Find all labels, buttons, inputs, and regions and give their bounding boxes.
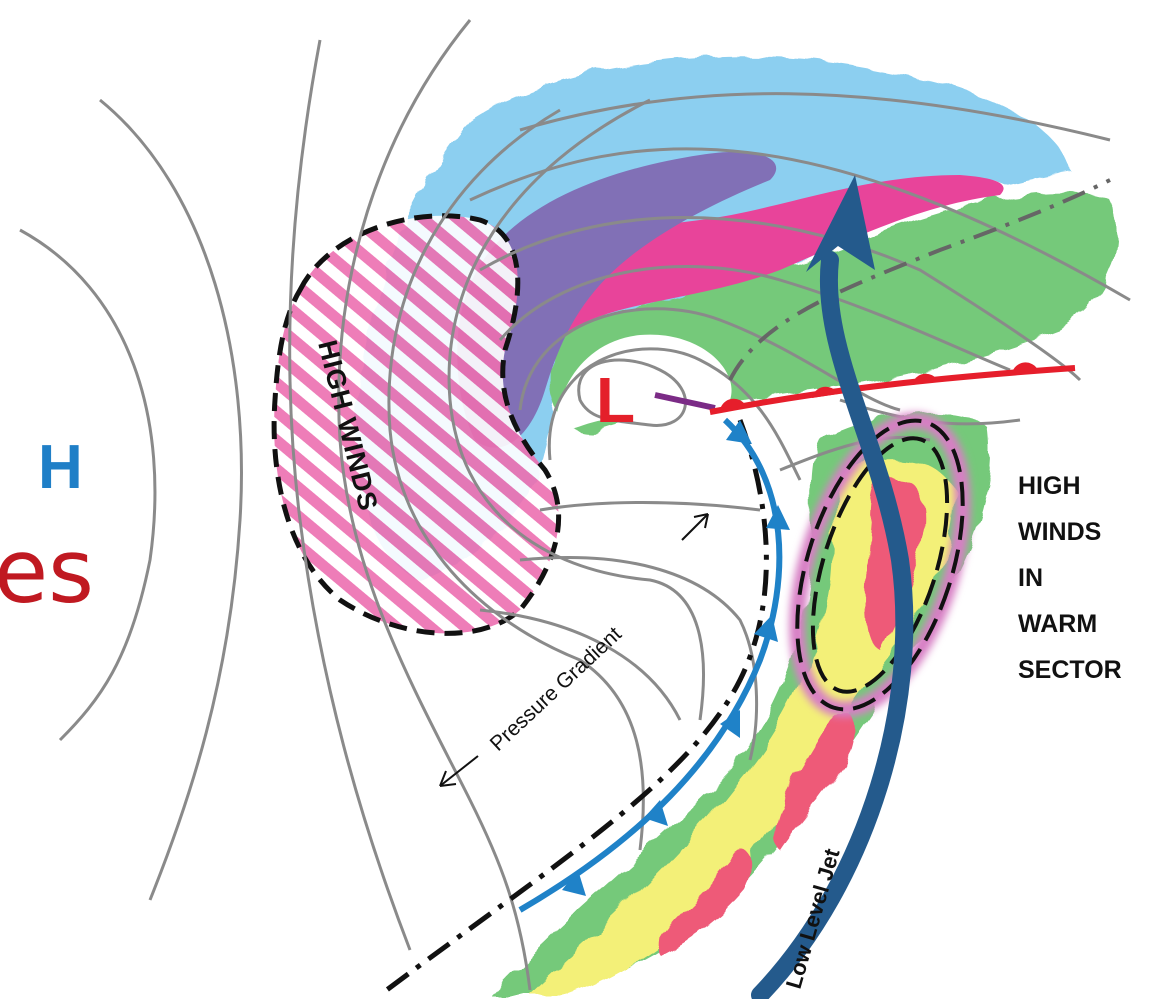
warm-front (709, 362, 1076, 415)
warm-sector-oval-outer (795, 418, 965, 712)
low-level-jet-label: Low Level Jet (781, 845, 845, 991)
low-pressure-label: L (596, 364, 635, 436)
warm-sector-label-line-5: SECTOR (1018, 656, 1122, 684)
dry-slot (555, 334, 732, 430)
dryline-dash-dot-north (728, 178, 1111, 381)
purple-precip-area (457, 151, 777, 448)
warm-sector-label: HIGH WINDS IN WARM SECTOR (1018, 472, 1122, 684)
pink-precip-band (461, 175, 1004, 370)
warm-sector-label-line-3: IN (1018, 564, 1043, 592)
low-level-jet-arrowhead (806, 175, 875, 272)
slide-title-fragment: es (0, 520, 94, 623)
pressure-gradient-dash-dot (378, 419, 769, 998)
high-winds-hatched-zone (274, 215, 559, 634)
warm-sector-label-line-4: WARM (1018, 610, 1097, 638)
occluded-front (654, 392, 716, 411)
high-winds-boundary (271, 213, 562, 636)
pressure-gradient-arrows (439, 513, 709, 787)
warm-sector-label-line-1: HIGH (1018, 472, 1081, 500)
warm-sector-oval-inner (810, 436, 950, 694)
isobars (19, 19, 1131, 991)
cold-front (518, 417, 790, 913)
pressure-gradient-label: Pressure Gradient (486, 623, 626, 756)
warm-sector-label-line-2: WINDS (1018, 518, 1101, 546)
high-pressure-label: H (38, 433, 83, 502)
low-level-jet-arrow (751, 251, 914, 999)
